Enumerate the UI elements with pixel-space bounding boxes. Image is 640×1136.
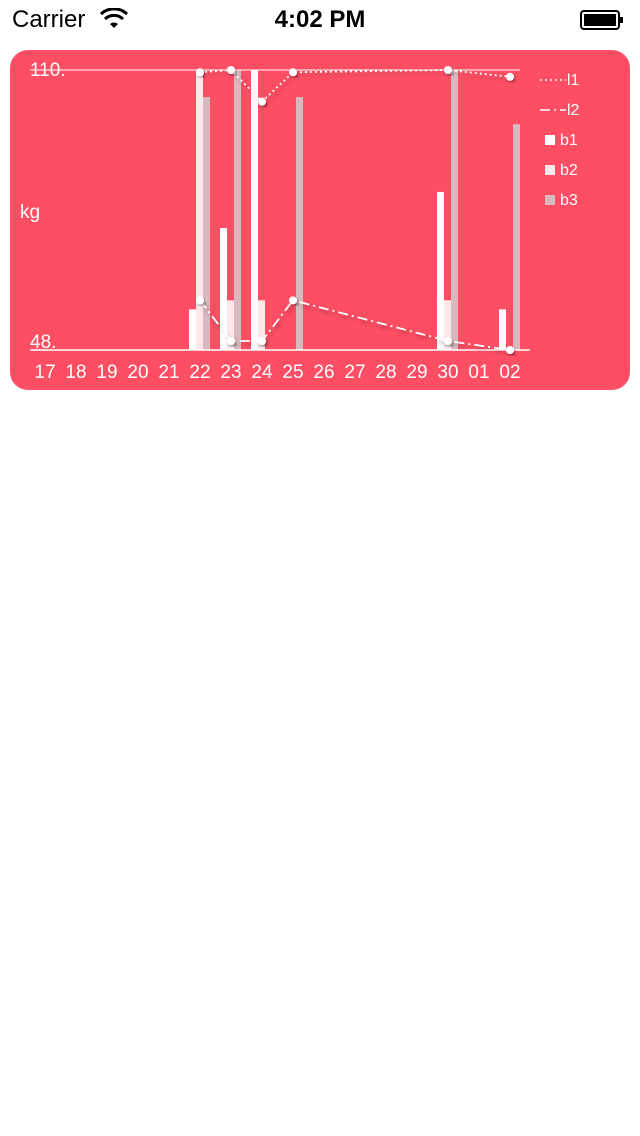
point-l1-30 <box>444 66 452 74</box>
legend-label-l1: l1 <box>567 72 580 89</box>
y-tick-max: 110. <box>30 60 66 81</box>
point-l1-22 <box>196 68 204 77</box>
point-l1-25 <box>289 68 297 77</box>
legend-swatch-b2 <box>545 165 555 175</box>
legend-swatch-b3 <box>545 195 555 205</box>
wifi-icon <box>100 8 128 28</box>
battery-icon <box>580 10 623 30</box>
combo-chart: 17 18 19 20 21 22 23 24 25 26 27 28 29 30 01 02 l1 l2 b1 b… <box>30 66 580 383</box>
chart-card: 17 18 19 20 21 22 23 24 25 26 27 28 29 30 01 02 l1 l2 b1 b… <box>10 50 630 390</box>
x-tick-21: 21 <box>158 362 179 383</box>
point-l2-25 <box>289 296 297 305</box>
legend-swatch-b1 <box>545 135 555 145</box>
point-l2-02 <box>506 346 514 354</box>
x-tick-19: 19 <box>96 362 117 383</box>
point-l2-30 <box>444 336 452 345</box>
bar-b1-24 <box>251 70 258 350</box>
bar-b2-22 <box>196 70 203 350</box>
point-l2-23 <box>227 336 235 345</box>
legend-label-b1: b1 <box>560 132 578 149</box>
x-tick-25: 25 <box>282 362 303 383</box>
bar-b3-22 <box>203 97 210 350</box>
bar-b1-02 <box>499 309 506 350</box>
x-tick-28: 28 <box>375 362 396 383</box>
line-l2 <box>199 299 511 351</box>
x-tick-17: 17 <box>34 362 55 383</box>
x-tick-20: 20 <box>127 362 148 383</box>
legend-label-b3: b3 <box>560 192 578 209</box>
legend-label-b2: b2 <box>560 162 578 179</box>
status-bar: Carrier 4:02 PM <box>0 0 640 40</box>
bar-b2-30 <box>444 300 451 350</box>
clock: 4:02 PM <box>274 6 366 33</box>
bar-b3-25 <box>296 97 303 350</box>
x-tick-22: 22 <box>189 362 210 383</box>
point-l2-24 <box>258 336 266 345</box>
line-l1 <box>199 69 511 103</box>
bar-b2-23 <box>227 300 234 350</box>
y-axis-label: kg <box>20 202 41 223</box>
x-tick-27: 27 <box>344 362 365 383</box>
x-tick-02: 02 <box>499 362 520 383</box>
x-tick-26: 26 <box>313 362 334 383</box>
y-tick-min: 48. <box>30 332 57 353</box>
x-tick-24: 24 <box>251 362 273 383</box>
bar-b2-24 <box>258 300 265 350</box>
x-tick-30: 30 <box>437 362 458 383</box>
bar-b1-23 <box>220 228 227 350</box>
x-tick-18: 18 <box>65 362 86 383</box>
point-l1-24 <box>258 97 266 106</box>
x-tick-01: 01 <box>468 362 489 383</box>
bar-b3-23 <box>234 70 241 350</box>
bar-b3-02 <box>513 124 520 351</box>
x-tick-23: 23 <box>220 362 241 383</box>
carrier-label: Carrier <box>12 6 86 33</box>
point-l1-23 <box>227 66 235 74</box>
bar-b1-30 <box>437 191 444 350</box>
bar-b3-30 <box>451 70 458 350</box>
x-tick-29: 29 <box>406 362 427 383</box>
point-l2-22 <box>196 296 204 305</box>
bar-b1-22 <box>189 309 196 350</box>
point-l1-02 <box>506 72 514 81</box>
legend-label-l2: l2 <box>567 102 580 119</box>
